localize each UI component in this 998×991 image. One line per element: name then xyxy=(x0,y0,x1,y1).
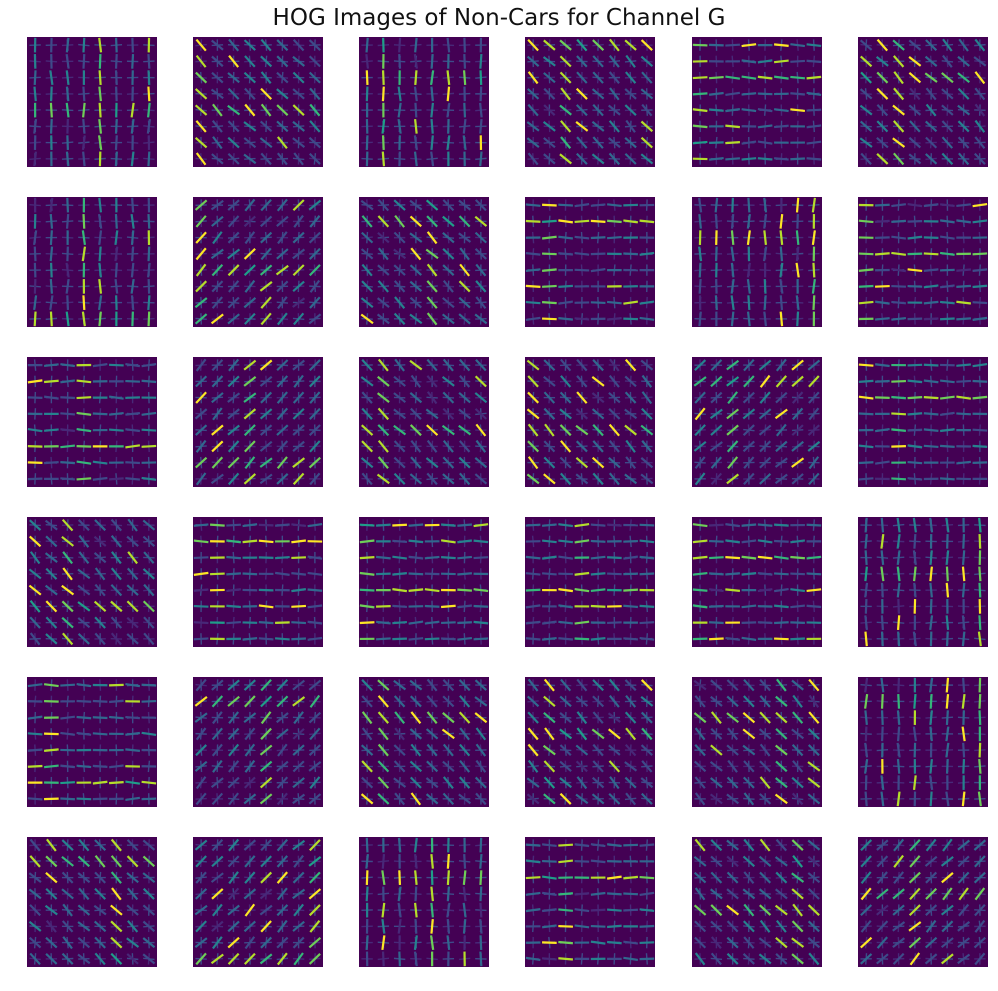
hog-image-tile xyxy=(525,357,655,487)
hog-gradient-glyphs xyxy=(860,838,987,966)
hog-gradient-glyphs xyxy=(692,519,822,645)
hog-gradient-glyphs xyxy=(27,679,157,805)
hog-image-tile xyxy=(858,837,988,967)
hog-image-tile xyxy=(193,517,323,647)
hog-image-tile xyxy=(858,517,988,647)
hog-image-tile xyxy=(692,37,822,167)
hog-gradient-glyphs xyxy=(859,38,987,166)
hog-gradient-glyphs xyxy=(27,359,157,485)
hog-gradient-glyphs xyxy=(361,837,487,967)
hog-gradient-glyphs xyxy=(526,358,654,486)
hog-gradient-glyphs xyxy=(194,678,322,806)
hog-image-tile xyxy=(193,677,323,807)
hog-image-tile xyxy=(27,197,157,327)
hog-image-tile xyxy=(692,837,822,967)
hog-gradient-glyphs xyxy=(360,198,488,326)
hog-image-tile xyxy=(525,197,655,327)
hog-gradient-glyphs xyxy=(29,37,155,167)
hog-gradient-glyphs xyxy=(194,838,322,966)
hog-gradient-glyphs xyxy=(360,358,488,486)
hog-gradient-glyphs xyxy=(28,518,156,646)
hog-image-tile xyxy=(692,517,822,647)
hog-image-tile xyxy=(692,197,822,327)
hog-image-tile xyxy=(858,197,988,327)
hog-image-tile xyxy=(359,357,489,487)
hog-image-tile xyxy=(525,837,655,967)
hog-gradient-glyphs xyxy=(858,359,988,485)
hog-gradient-glyphs xyxy=(193,519,323,645)
hog-gradient-glyphs xyxy=(693,838,821,966)
hog-gradient-glyphs xyxy=(361,37,487,167)
hog-gradient-glyphs xyxy=(525,839,655,965)
hog-image-tile xyxy=(525,517,655,647)
hog-image-tile xyxy=(525,37,655,167)
hog-image-tile xyxy=(27,517,157,647)
hog-image-tile xyxy=(359,197,489,327)
hog-image-tile xyxy=(27,357,157,487)
hog-image-tile xyxy=(193,197,323,327)
hog-gradient-glyphs xyxy=(194,38,322,166)
hog-image-tile xyxy=(27,677,157,807)
hog-image-tile xyxy=(359,517,489,647)
hog-gradient-glyphs xyxy=(858,199,988,325)
hog-gradient-glyphs xyxy=(860,517,986,647)
hog-gradient-glyphs xyxy=(359,519,489,645)
hog-image-tile xyxy=(27,837,157,967)
hog-gradient-glyphs xyxy=(693,678,821,806)
hog-gradient-glyphs xyxy=(693,358,821,486)
hog-gradient-glyphs xyxy=(692,39,822,165)
hog-image-tile xyxy=(692,677,822,807)
hog-gradient-glyphs xyxy=(28,838,156,966)
hog-image-tile xyxy=(359,837,489,967)
hog-gradient-glyphs xyxy=(694,197,820,327)
figure-title: HOG Images of Non-Cars for Channel G xyxy=(272,5,726,31)
hog-image-tile xyxy=(193,357,323,487)
hog-image-tile xyxy=(692,357,822,487)
hog-image-tile xyxy=(858,357,988,487)
hog-gradient-glyphs xyxy=(526,38,654,166)
hog-image-tile xyxy=(858,37,988,167)
hog-gradient-glyphs xyxy=(526,678,654,806)
hog-gradient-glyphs xyxy=(360,678,488,806)
hog-gradient-glyphs xyxy=(29,197,155,327)
hog-image-tile xyxy=(27,37,157,167)
hog-gradient-glyphs xyxy=(525,519,655,645)
hog-gradient-glyphs xyxy=(194,198,322,326)
hog-gradient-glyphs xyxy=(860,677,986,807)
hog-gradient-glyphs xyxy=(194,358,321,486)
hog-image-tile xyxy=(193,837,323,967)
hog-image-tile xyxy=(858,677,988,807)
hog-image-tile xyxy=(193,37,323,167)
hog-image-tile xyxy=(359,37,489,167)
hog-image-tile xyxy=(359,677,489,807)
hog-gradient-glyphs xyxy=(525,199,655,325)
hog-image-tile xyxy=(525,677,655,807)
